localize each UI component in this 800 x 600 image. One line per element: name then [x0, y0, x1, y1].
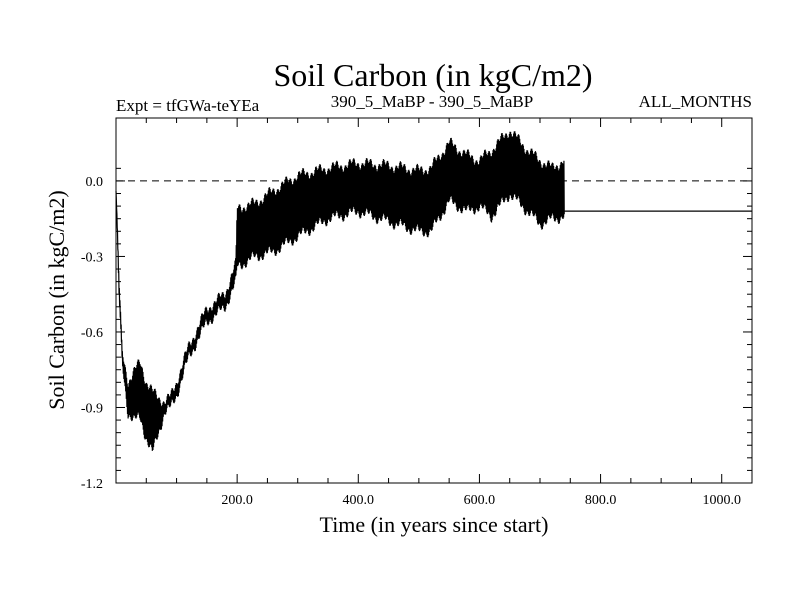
plot-area [115, 131, 752, 451]
y-axis: 0.0 -0.3 -0.6 -0.9 -1.2 [81, 167, 752, 492]
y-tick-label: -1.2 [81, 477, 103, 492]
x-tick-label: 400.0 [343, 493, 375, 508]
y-tick-label: -0.9 [81, 401, 103, 416]
x-axis-label: Time (in years since start) [320, 512, 549, 537]
chart-title: Soil Carbon (in kgC/m2) [273, 57, 592, 93]
x-axis: 200.0 400.0 600.0 800.0 1000.0 [115, 118, 753, 508]
y-tick-label: -0.3 [81, 250, 103, 265]
soil-carbon-series [115, 131, 565, 451]
comparison-label: 390_5_MaBP - 390_5_MaBP [331, 92, 533, 111]
months-label: ALL_MONTHS [639, 92, 752, 111]
x-tick-label: 200.0 [221, 493, 253, 508]
x-tick-label: 1000.0 [702, 493, 741, 508]
plot-frame [115, 117, 753, 484]
x-tick-label: 800.0 [585, 493, 617, 508]
y-tick-label: -0.6 [81, 326, 103, 341]
y-axis-label: Soil Carbon (in kgC/m2) [44, 190, 69, 409]
y-tick-label: 0.0 [86, 175, 104, 190]
x-tick-label: 600.0 [464, 493, 496, 508]
experiment-label: Expt = tfGWa-teYEa [116, 96, 260, 115]
